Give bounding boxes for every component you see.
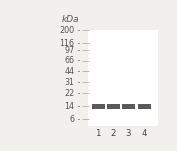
Text: 6: 6 (69, 115, 74, 124)
Text: 66: 66 (64, 56, 74, 65)
Text: 116: 116 (59, 39, 74, 48)
Text: -: - (75, 56, 80, 65)
Bar (88, 30, 158, 126)
Text: 22: 22 (64, 89, 74, 98)
Text: -: - (75, 67, 80, 76)
Bar (107, 104, 120, 109)
Text: 4: 4 (141, 129, 147, 138)
Text: 3: 3 (126, 129, 131, 138)
Bar (92, 104, 105, 109)
Text: 31: 31 (64, 78, 74, 87)
Text: -: - (75, 115, 80, 124)
Text: 1: 1 (96, 129, 101, 138)
Text: 14: 14 (64, 102, 74, 111)
Bar (122, 104, 135, 109)
Text: kDa: kDa (62, 15, 80, 24)
Text: 200: 200 (59, 26, 74, 35)
Text: -: - (75, 26, 80, 35)
Text: -: - (75, 102, 80, 111)
Bar (138, 104, 151, 109)
Text: -: - (75, 89, 80, 98)
Text: -: - (75, 78, 80, 87)
Text: -: - (75, 39, 80, 48)
Text: -: - (75, 46, 80, 55)
Text: 2: 2 (111, 129, 116, 138)
Text: 97: 97 (64, 46, 74, 55)
Text: 44: 44 (64, 67, 74, 76)
